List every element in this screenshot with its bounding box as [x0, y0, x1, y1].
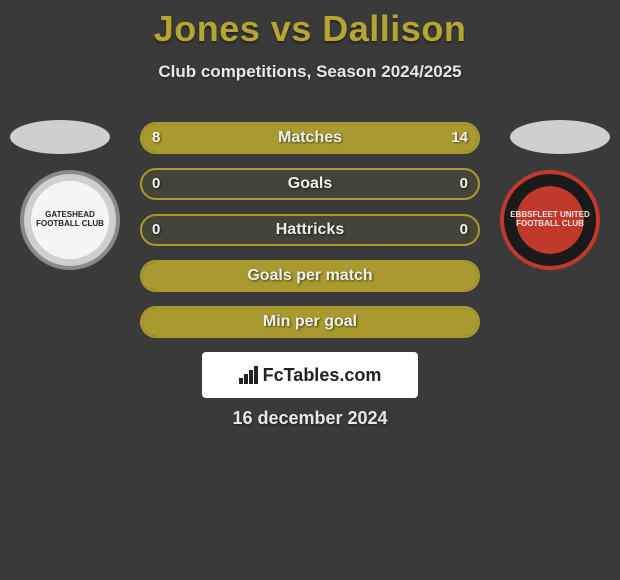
branding-text: FcTables.com: [263, 365, 382, 386]
club-badge-left-label: GATESHEAD FOOTBALL CLUB: [24, 211, 116, 229]
club-badge-left: GATESHEAD FOOTBALL CLUB: [20, 170, 120, 270]
stat-value-right: 0: [450, 170, 478, 198]
stat-row-goals: 0 Goals 0: [140, 168, 480, 200]
branding-logo: FcTables.com: [202, 352, 418, 398]
stat-row-hattricks: 0 Hattricks 0: [140, 214, 480, 246]
player-marker-left: [10, 120, 110, 154]
stat-label: Goals: [142, 170, 478, 198]
stat-value-right: [458, 308, 478, 336]
page-title: Jones vs Dallison: [0, 0, 620, 50]
bar-chart-icon: [239, 366, 259, 384]
stats-container: 8 Matches 14 0 Goals 0 0 Hattricks 0 Goa…: [140, 122, 480, 338]
stat-row-min-per-goal: Min per goal: [140, 306, 480, 338]
stat-value-right: 0: [450, 216, 478, 244]
player-marker-right: [510, 120, 610, 154]
season-subtitle: Club competitions, Season 2024/2025: [0, 62, 620, 82]
stat-value-right: [458, 262, 478, 290]
stat-label: Hattricks: [142, 216, 478, 244]
stat-value-right: 14: [441, 124, 478, 152]
club-badge-right-label: EBBSFLEET UNITED FOOTBALL CLUB: [504, 211, 596, 229]
club-badge-right: EBBSFLEET UNITED FOOTBALL CLUB: [500, 170, 600, 270]
stat-label: Min per goal: [142, 308, 478, 336]
stat-row-goals-per-match: Goals per match: [140, 260, 480, 292]
stat-label: Goals per match: [142, 262, 478, 290]
stat-label: Matches: [142, 124, 478, 152]
stat-row-matches: 8 Matches 14: [140, 122, 480, 154]
date-label: 16 december 2024: [0, 408, 620, 429]
